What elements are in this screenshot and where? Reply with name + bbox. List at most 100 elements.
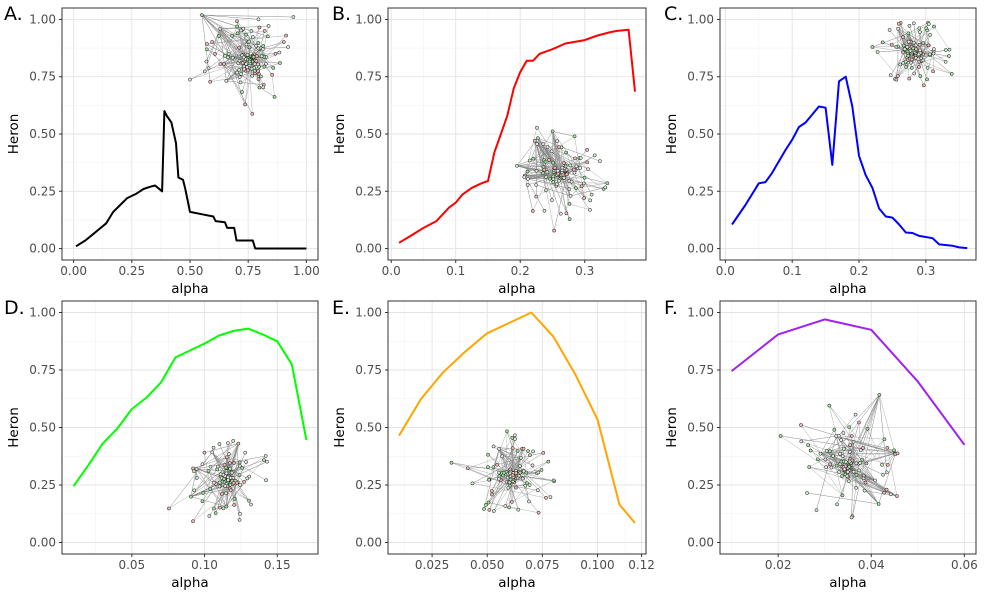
- network-node: [845, 474, 850, 478]
- network-node: [218, 505, 222, 510]
- network-node: [281, 40, 286, 44]
- network-edge: [210, 457, 227, 467]
- network-node: [250, 111, 255, 116]
- network-node: [906, 39, 911, 44]
- network-node: [270, 72, 275, 77]
- network-node: [225, 55, 230, 60]
- network-node: [491, 465, 496, 470]
- network-node: [824, 449, 829, 453]
- network-edge: [933, 26, 950, 50]
- network-edge: [491, 478, 500, 492]
- network-node: [572, 170, 577, 175]
- network-node: [530, 463, 535, 468]
- network-node: [255, 54, 259, 59]
- x-axis-title: alpha: [171, 575, 208, 591]
- network-node: [931, 69, 935, 74]
- network-edge: [890, 50, 907, 76]
- network-node: [579, 184, 584, 189]
- network-node: [244, 62, 249, 66]
- network-edge: [491, 448, 513, 492]
- network-node: [265, 459, 269, 464]
- network-node: [896, 26, 900, 31]
- network-node: [884, 470, 889, 475]
- network-node: [204, 47, 209, 52]
- network-node: [235, 31, 240, 36]
- network-node: [847, 425, 852, 430]
- network-node: [885, 446, 890, 450]
- x-tick-label: 0.3: [575, 264, 594, 278]
- x-axis-title: alpha: [171, 281, 208, 297]
- network-node: [244, 460, 248, 464]
- x-tick-label: 0.04: [858, 558, 885, 572]
- network-node: [857, 468, 861, 473]
- network-node: [589, 192, 594, 197]
- y-tick-label: 0.50: [687, 127, 714, 141]
- network-node: [277, 50, 282, 55]
- x-tick-label: 0.1: [446, 264, 465, 278]
- network-node: [226, 52, 231, 56]
- network-node: [880, 40, 885, 45]
- network-edge: [248, 41, 251, 61]
- network-node: [550, 129, 555, 134]
- network-edge: [206, 35, 287, 45]
- network-edge: [190, 486, 220, 497]
- network-node: [262, 458, 266, 462]
- network-node: [227, 461, 232, 465]
- network-node: [231, 438, 236, 443]
- network-node: [841, 446, 846, 451]
- chart-panel-2: 0.00 0.25 0.50 0.75 1.00 0.0 0.1 0.2 0.3 alpha Her…: [332, 3, 647, 297]
- y-tick-label: 0.25: [687, 478, 714, 492]
- network-node: [235, 70, 239, 75]
- network-node: [853, 412, 858, 417]
- network-node: [536, 510, 541, 515]
- chart-panel-5: 0.00 0.25 0.50 0.75 1.00 0.025 0.050 0.075 0.100…: [332, 297, 655, 591]
- network-node: [487, 477, 491, 482]
- network-node: [272, 95, 277, 99]
- network-node: [497, 446, 502, 451]
- network-node: [230, 33, 234, 38]
- network-node: [907, 76, 912, 81]
- network-node: [551, 177, 556, 181]
- network-node: [257, 64, 261, 69]
- network-edge: [218, 30, 265, 37]
- network-node: [581, 181, 586, 186]
- network-edge: [566, 173, 585, 199]
- series-line: [730, 318, 966, 446]
- network-node: [805, 491, 809, 495]
- x-tick-label: 0.100: [580, 558, 614, 572]
- network-edge: [489, 450, 518, 510]
- network-edge: [210, 467, 228, 490]
- network-edge: [826, 450, 863, 460]
- network-node: [515, 163, 519, 168]
- network-edge: [223, 63, 253, 114]
- series-line: [72, 327, 308, 487]
- network-edge: [451, 462, 500, 477]
- network-node: [928, 32, 932, 37]
- network-edge: [219, 28, 251, 60]
- network-node: [831, 454, 835, 458]
- network-node: [824, 465, 828, 469]
- network-edge: [849, 451, 888, 465]
- network-node: [592, 153, 597, 158]
- network-node: [536, 470, 541, 475]
- network-node: [534, 194, 539, 199]
- network-edge: [509, 485, 538, 491]
- network-node: [535, 142, 539, 146]
- x-axis-title: alpha: [829, 575, 866, 591]
- network-node: [911, 21, 916, 26]
- grid: [388, 8, 646, 260]
- panel-label: D.: [4, 297, 25, 319]
- network-node: [211, 445, 216, 450]
- network-node: [465, 466, 470, 471]
- network-node: [257, 25, 262, 30]
- network-node: [247, 498, 251, 503]
- network-node: [487, 508, 492, 512]
- network-edge: [809, 466, 843, 496]
- network-node: [840, 474, 844, 478]
- network-node: [235, 24, 240, 29]
- network-node: [243, 102, 247, 107]
- network-node: [526, 449, 530, 454]
- network-node: [271, 66, 276, 70]
- network-node: [834, 463, 839, 468]
- chart-panel-1: 0.00 0.25 0.50 0.75 1.00 0.00 0.25 0.50 0.75 1.00…: [4, 3, 320, 297]
